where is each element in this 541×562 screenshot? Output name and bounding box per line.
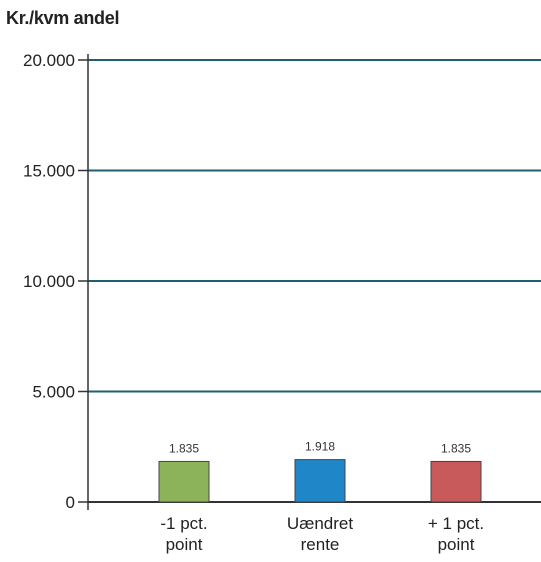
x-tick-label: point bbox=[438, 535, 475, 554]
data-label: 1.835 bbox=[441, 441, 471, 455]
bar bbox=[430, 460, 482, 503]
x-tick-label: rente bbox=[301, 535, 340, 554]
y-tick-label: 15.000 bbox=[23, 162, 75, 181]
data-label: 1.835 bbox=[169, 441, 199, 455]
y-tick-label: 5.000 bbox=[32, 383, 75, 402]
bar bbox=[158, 460, 210, 503]
y-tick-label: 20.000 bbox=[23, 51, 75, 70]
x-tick-label: Uændret bbox=[287, 514, 353, 533]
x-tick-label: point bbox=[166, 535, 203, 554]
y-axis-label: Kr./kvm andel bbox=[6, 8, 120, 28]
y-tick-label: 10.000 bbox=[23, 272, 75, 291]
y-tick-label: 0 bbox=[66, 493, 75, 512]
x-tick-label: + 1 pct. bbox=[428, 514, 484, 533]
x-tick-label: -1 pct. bbox=[160, 514, 207, 533]
bar bbox=[294, 459, 346, 503]
data-label: 1.918 bbox=[305, 440, 335, 454]
